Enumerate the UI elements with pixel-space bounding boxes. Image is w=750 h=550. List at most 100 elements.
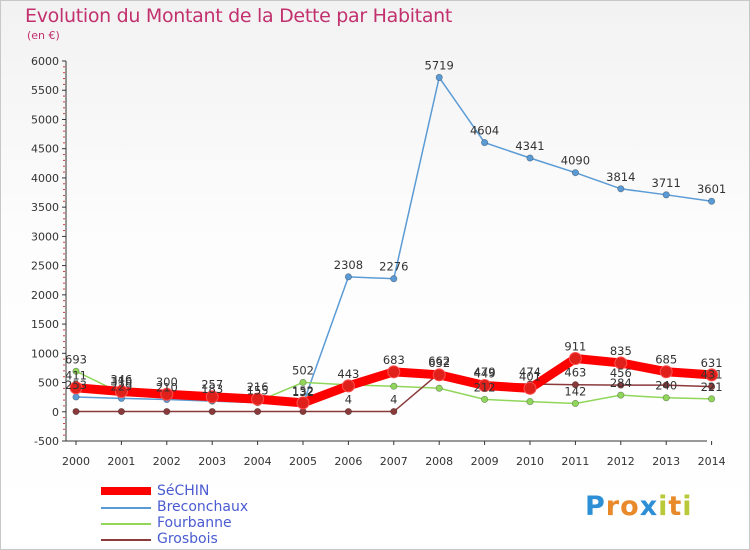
logo-letter: r bbox=[605, 491, 621, 522]
data-label-breconchaux: 4604 bbox=[470, 124, 499, 138]
logo-letter: i bbox=[682, 491, 693, 522]
data-point-fourbanne bbox=[72, 367, 80, 375]
data-point-s-chin bbox=[341, 379, 355, 393]
data-label-grosbois: 4 bbox=[345, 393, 352, 407]
legend-label-fourbanne: Fourbanne bbox=[157, 515, 232, 531]
data-label-fourbanne: 502 bbox=[292, 363, 314, 377]
y-tick-label: 1000 bbox=[31, 347, 59, 360]
data-point-breconchaux bbox=[708, 197, 716, 205]
data-label-s-chin: 443 bbox=[337, 367, 359, 381]
y-tick-label: 4000 bbox=[31, 172, 59, 185]
data-point-fourbanne bbox=[617, 391, 625, 399]
data-label-s-chin: 835 bbox=[610, 344, 632, 358]
data-point-fourbanne bbox=[526, 398, 534, 406]
y-tick-label: 3500 bbox=[31, 201, 59, 214]
data-label-breconchaux: 229 bbox=[110, 379, 132, 393]
data-label-breconchaux: 2308 bbox=[334, 258, 363, 272]
data-point-s-chin bbox=[205, 390, 219, 404]
y-tick-label: -500 bbox=[34, 435, 59, 448]
data-labels: 253 229 210 183 155 132 2308 2276 5719 4604 4341 40… bbox=[65, 58, 726, 406]
data-label-s-chin: 411 bbox=[65, 369, 87, 383]
data-point-grosbois bbox=[571, 381, 579, 389]
data-label-fourbanne: 240 bbox=[655, 379, 677, 393]
y-tick-label: 0 bbox=[52, 406, 59, 419]
x-tick-label: 2013 bbox=[652, 455, 680, 468]
data-point-breconchaux bbox=[571, 169, 579, 177]
data-point-fourbanne bbox=[708, 395, 716, 403]
data-point-s-chin bbox=[160, 387, 174, 401]
legend-item-fourbanne: Fourbanne bbox=[101, 515, 341, 532]
data-label-breconchaux: 132 bbox=[292, 385, 314, 399]
data-point-s-chin bbox=[568, 352, 582, 366]
data-label-grosbois: 431 bbox=[701, 368, 723, 382]
data-point-breconchaux bbox=[662, 191, 670, 199]
data-point-grosbois bbox=[117, 407, 125, 416]
data-point-breconchaux bbox=[435, 73, 443, 81]
data-label-s-chin: 911 bbox=[564, 340, 586, 354]
logo-letter: i bbox=[658, 491, 669, 522]
x-tick-label: 2011 bbox=[561, 455, 589, 468]
data-label-breconchaux: 3814 bbox=[606, 170, 635, 184]
x-tick-label: 2014 bbox=[698, 455, 726, 468]
x-tick-label: 2008 bbox=[425, 455, 453, 468]
data-label-breconchaux: 183 bbox=[201, 382, 223, 396]
data-label-grosbois: 479 bbox=[474, 365, 496, 379]
x-tick-label: 2000 bbox=[62, 455, 90, 468]
data-point-breconchaux bbox=[390, 275, 398, 283]
data-point-breconchaux bbox=[344, 273, 352, 281]
data-point-s-chin bbox=[251, 392, 265, 406]
data-label-s-chin: 300 bbox=[156, 375, 178, 389]
data-point-breconchaux bbox=[481, 139, 489, 147]
data-point-s-chin bbox=[296, 396, 310, 410]
data-label-fourbanne: 212 bbox=[474, 380, 496, 394]
legend-label-grosbois: Grosbois bbox=[157, 531, 218, 547]
y-tick-label: 4500 bbox=[31, 143, 59, 156]
data-point-s-chin bbox=[478, 379, 492, 393]
data-label-breconchaux: 4341 bbox=[515, 139, 544, 153]
data-point-breconchaux bbox=[72, 393, 80, 401]
y-tick-label: 500 bbox=[38, 377, 59, 390]
data-label-s-chin: 257 bbox=[201, 378, 223, 392]
legend-label-breconchaux: Breconchaux bbox=[157, 499, 249, 515]
data-label-grosbois: 463 bbox=[564, 366, 586, 380]
data-label-breconchaux: 3711 bbox=[652, 176, 681, 190]
legend-item-grosbois: Grosbois bbox=[101, 531, 341, 548]
data-point-fourbanne bbox=[390, 382, 398, 390]
proxiti-logo: Proxiti bbox=[585, 491, 693, 522]
data-label-breconchaux: 155 bbox=[247, 384, 269, 398]
data-label-s-chin: 401 bbox=[519, 369, 541, 383]
data-point-s-chin bbox=[705, 368, 719, 382]
data-label-fourbanne: 316 bbox=[110, 374, 132, 388]
y-tick-label: 2000 bbox=[31, 289, 59, 302]
y-tick-label: 1500 bbox=[31, 318, 59, 331]
x-tick-label: 2001 bbox=[107, 455, 135, 468]
data-label-grosbois: 474 bbox=[519, 365, 541, 379]
data-point-grosbois bbox=[662, 381, 670, 389]
data-point-s-chin bbox=[114, 385, 128, 399]
data-label-grosbois: 662 bbox=[428, 354, 450, 368]
axes: -500050010001500200025003000350040004500… bbox=[31, 55, 726, 468]
legend-item-breconchaux: Breconchaux bbox=[101, 499, 341, 516]
data-label-breconchaux: 253 bbox=[65, 378, 87, 392]
data-point-grosbois bbox=[72, 407, 80, 416]
legend-swatch-sechin bbox=[101, 487, 151, 495]
data-point-s-chin bbox=[523, 381, 537, 395]
legend-swatch-fourbanne bbox=[101, 523, 151, 525]
data-point-breconchaux bbox=[617, 185, 625, 193]
data-label-s-chin: 683 bbox=[383, 353, 405, 367]
data-label-fourbanne: 284 bbox=[610, 376, 632, 390]
chart-title: Evolution du Montant de la Dette par Hab… bbox=[25, 5, 453, 27]
data-point-fourbanne bbox=[571, 399, 579, 408]
data-label-breconchaux: 5719 bbox=[425, 58, 454, 72]
data-label-fourbanne: 142 bbox=[564, 384, 586, 398]
data-point-s-chin bbox=[69, 381, 83, 395]
series-points bbox=[69, 73, 719, 416]
data-point-s-chin bbox=[614, 356, 628, 370]
data-label-breconchaux: 2276 bbox=[379, 260, 408, 274]
data-point-s-chin bbox=[432, 368, 446, 382]
data-point-grosbois bbox=[344, 407, 352, 416]
data-point-grosbois bbox=[390, 407, 398, 416]
data-point-grosbois bbox=[163, 407, 171, 416]
data-point-fourbanne bbox=[435, 384, 443, 392]
